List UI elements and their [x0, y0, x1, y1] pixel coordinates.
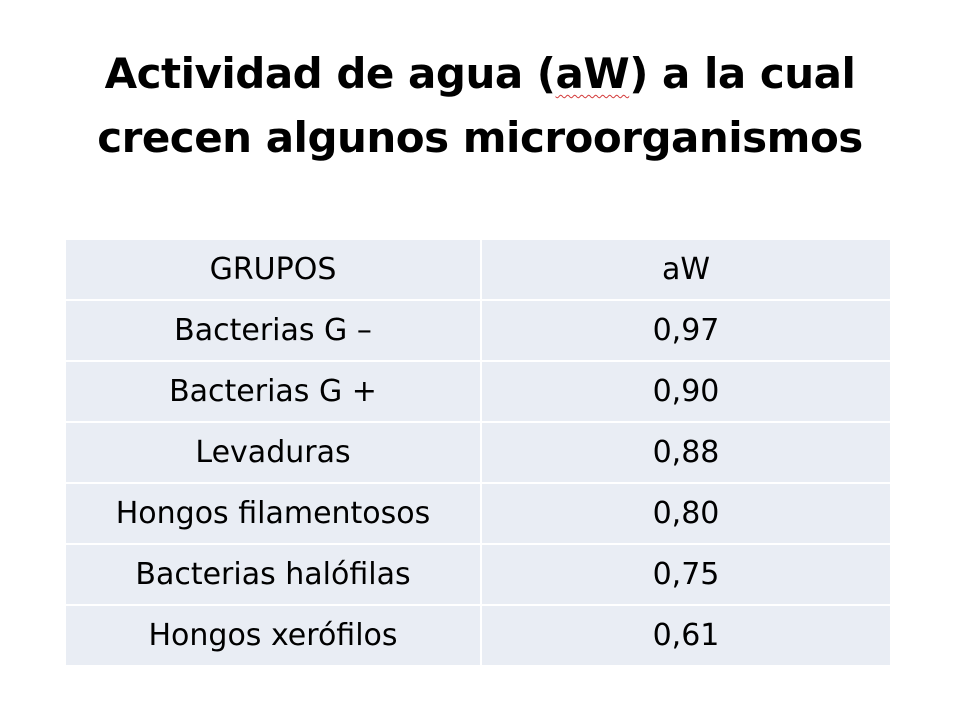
- title-line-1: Actividad de agua (aW) a la cual: [40, 42, 920, 106]
- table-row: Bacterias halófilas 0,75: [64, 543, 892, 606]
- aw-value-cell: 0,90: [480, 360, 892, 423]
- table-row: Bacterias G – 0,97: [64, 299, 892, 362]
- aw-value-cell: 0,61: [480, 604, 892, 667]
- group-cell: Hongos xerófilos: [64, 604, 482, 667]
- group-cell: Hongos filamentosos: [64, 482, 482, 545]
- table-header-row: GRUPOS aW: [64, 238, 892, 301]
- microorganisms-aw-table: GRUPOS aW Bacterias G – 0,97 Bacterias G…: [64, 238, 892, 667]
- slide-title: Actividad de agua (aW) a la cual crecen …: [40, 42, 920, 170]
- group-cell: Bacterias G +: [64, 360, 482, 423]
- aw-value-cell: 0,97: [480, 299, 892, 362]
- header-cell-aw: aW: [480, 238, 892, 301]
- title-spellcheck-word: aW: [555, 49, 630, 98]
- title-text-part-2: ) a la cual: [629, 49, 856, 98]
- aw-value-cell: 0,80: [480, 482, 892, 545]
- header-cell-groups: GRUPOS: [64, 238, 482, 301]
- group-cell: Levaduras: [64, 421, 482, 484]
- aw-value-cell: 0,75: [480, 543, 892, 606]
- table-row: Hongos xerófilos 0,61: [64, 604, 892, 667]
- table-row: Hongos filamentosos 0,80: [64, 482, 892, 545]
- title-text-part-1: Actividad de agua (: [104, 49, 556, 98]
- group-cell: Bacterias G –: [64, 299, 482, 362]
- title-line-2: crecen algunos microorganismos: [97, 113, 863, 162]
- table-row: Levaduras 0,88: [64, 421, 892, 484]
- table-row: Bacterias G + 0,90: [64, 360, 892, 423]
- group-cell: Bacterias halófilas: [64, 543, 482, 606]
- aw-value-cell: 0,88: [480, 421, 892, 484]
